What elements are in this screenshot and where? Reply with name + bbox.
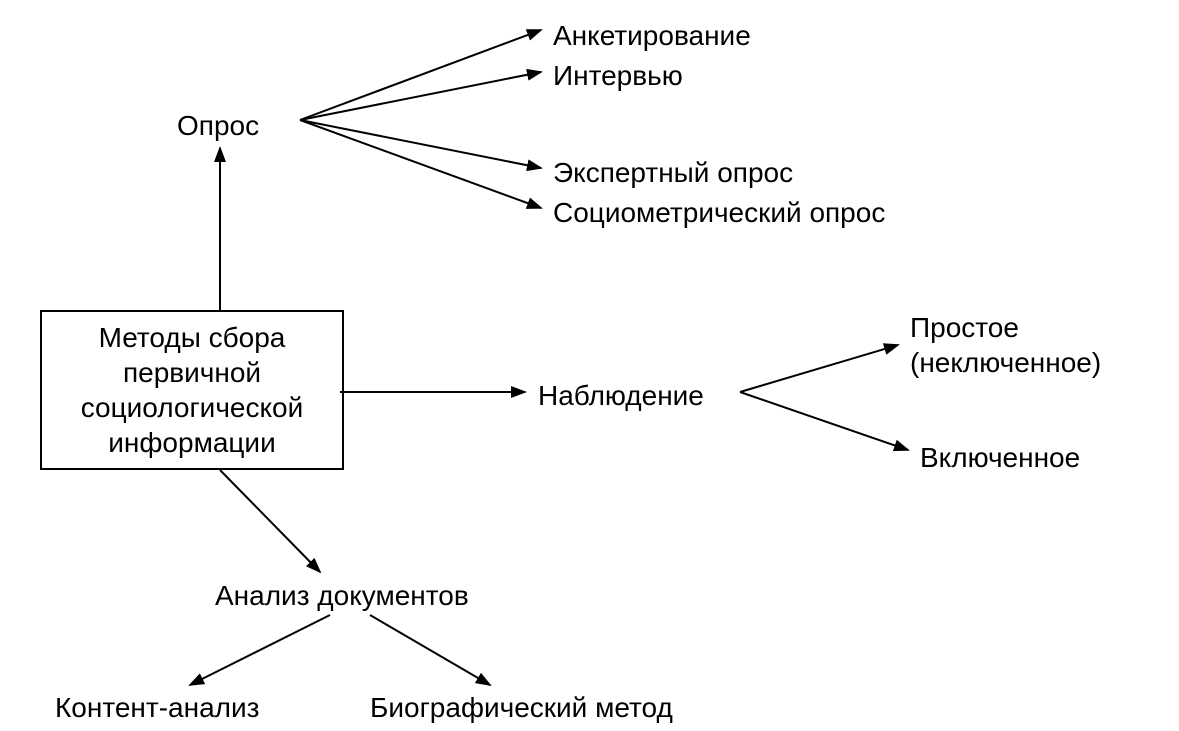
edge — [370, 615, 490, 685]
edge — [300, 72, 541, 120]
node-content: Контент-анализ — [55, 690, 259, 725]
edge — [300, 120, 541, 208]
edge — [300, 120, 541, 168]
edge — [740, 345, 898, 392]
node-expert: Экспертный опрос — [553, 155, 793, 190]
node-survey: Опрос — [177, 108, 259, 143]
edge — [220, 470, 320, 572]
node-interview: Интервью — [553, 58, 683, 93]
edge — [190, 615, 330, 685]
node-root: Методы сбора первичной социологической и… — [40, 310, 344, 470]
edge — [740, 392, 908, 450]
node-questionnaire: Анкетирование — [553, 18, 751, 53]
node-observation: Наблюдение — [538, 378, 704, 413]
node-sociometric: Социометрический опрос — [553, 195, 885, 230]
node-biographic: Биографический метод — [370, 690, 673, 725]
node-docanalysis: Анализ документов — [215, 578, 469, 613]
node-simple: Простое (неключенное) — [910, 310, 1101, 380]
edge — [300, 30, 541, 120]
node-included: Включенное — [920, 440, 1080, 475]
